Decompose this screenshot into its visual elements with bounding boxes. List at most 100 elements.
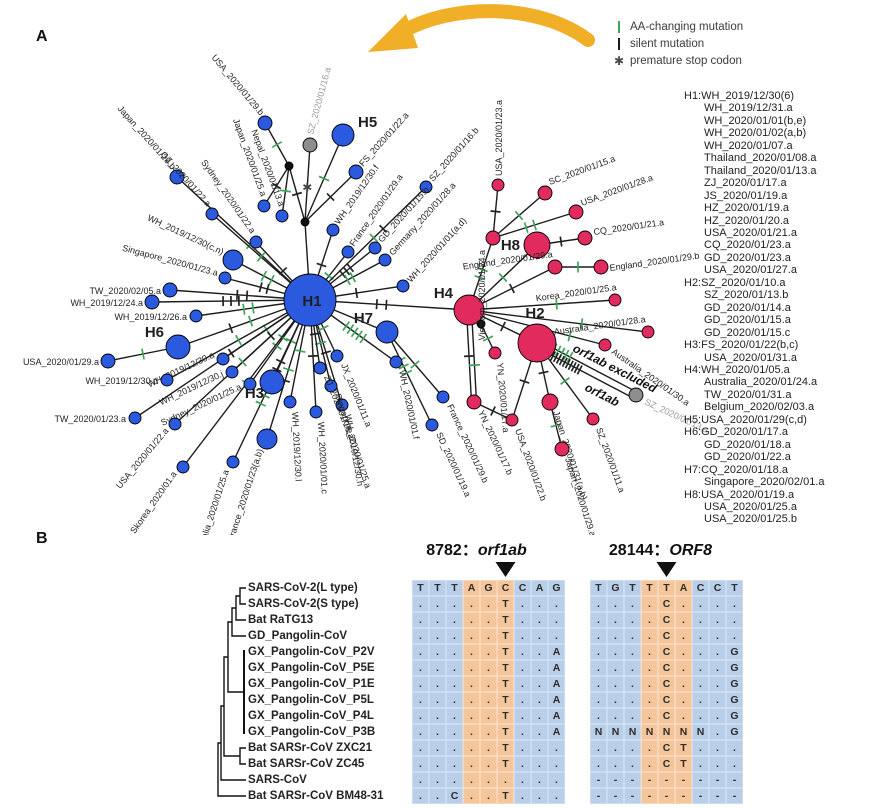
alignment-cell: T [497,660,514,676]
aa-mutation-tick [555,298,558,310]
alignment-cell: G [726,708,743,724]
alignment-cell: . [412,788,429,804]
premature-stop-star-icon: ✱ [302,180,312,194]
alignment-cell: A [548,660,565,676]
silent-mutation-tick [271,182,282,190]
alignment-cell: . [548,772,565,788]
alignment-cell: . [590,596,607,612]
block-title-orf8: 28144：ORF8 [584,536,737,560]
alignment-cell: . [446,772,463,788]
haplotype-list-line: WH_2019/12/31.a [704,102,793,115]
alignment-cell: . [412,596,429,612]
alignment-cell: A [548,708,565,724]
alignment-cell: . [607,708,624,724]
alignment-cell: . [709,660,726,676]
hub-label: H5 [358,114,377,131]
alignment-cell: . [607,740,624,756]
silent-mutation-tick [564,358,571,369]
legend: AA-changing mutation silent mutation ✱ p… [612,18,743,69]
alignment-cell: C [658,660,675,676]
haplotype-list-line: HZ_2020/01/19.a [704,202,790,215]
alignment-cell: . [590,628,607,644]
alignment-cell: . [463,788,480,804]
network-node [547,259,563,275]
alignment-cell: . [624,692,641,708]
alignment-cell: . [607,660,624,676]
alignment-cell: . [641,692,658,708]
network-node [176,460,190,474]
taxon-label: GX_Pangolin-CoV_P2V [248,646,375,658]
aa-mutation-tick [256,252,266,262]
hub-label: H6 [145,324,164,341]
alignment-cell: . [429,772,446,788]
alignment-cell: C [709,580,726,596]
alignment-cell: . [463,596,480,612]
hub-node-H4 [453,294,485,326]
alignment-cell: T [726,580,743,596]
alignment-cell: . [641,676,658,692]
alignment-cell: - [709,772,726,788]
alignment-cell: . [514,660,531,676]
aa-mutation-tick [238,357,247,367]
network-node [491,178,505,192]
network-node [313,361,327,375]
alignment-cell: T [497,628,514,644]
alignment-cell: . [429,644,446,660]
alignment-row: .....T..A [412,708,565,724]
network-node [425,418,439,432]
network-edge [468,309,649,333]
alignment-cell: . [548,788,565,804]
network-node [222,249,244,271]
alignment-cell: . [531,676,548,692]
alignment-cell: T [497,708,514,724]
alignment-cell: . [624,660,641,676]
taxon-label: GX_Pangolin-CoV_P3B [248,726,376,738]
silent-mutation-tick [500,321,506,332]
alignment-cell: - [692,772,709,788]
alignment-row: --------- [590,772,743,788]
alignment-cell: T [624,580,641,596]
haplotype-list-line: SZ_2020/01/13.b [704,289,789,302]
aa-mutation-tick [355,330,363,341]
alignment-cell: . [675,692,692,708]
alignment-cell: . [429,740,446,756]
silent-mutation-tick [567,360,574,371]
block-title-orf1ab: 8782：orf1ab [400,536,553,560]
aa-mutation-tick [260,270,268,282]
alignment-cell: . [480,708,497,724]
alignment-cell: . [446,596,463,612]
alignment-cell: T [497,724,514,740]
alignment-cell: A [548,644,565,660]
aa-mutation-tick [141,348,145,360]
alignment-cell: . [446,612,463,628]
silent-mutation-tick [227,348,235,358]
node-label: SZ_2020/01/11.a [594,426,627,494]
node-label: USA_2020/01/29.b [210,53,267,118]
alignment-cell: . [531,724,548,740]
alignment-cell: . [548,756,565,772]
aa-mutation-tick [272,342,282,351]
alignment-cell: . [480,756,497,772]
alignment-cell: . [590,740,607,756]
aa-mutation-tick [580,318,584,330]
alignment-cell: . [514,756,531,772]
alignment-cell: . [446,676,463,692]
alignment-cell: . [463,772,480,788]
alignment-cell: . [641,660,658,676]
alignment-cell: . [675,628,692,644]
alignment-cell: . [514,708,531,724]
haplotype-list-line: H2:SZ_2020/01/10.a [684,276,786,289]
alignment-cell: . [531,612,548,628]
alignment-cell: . [548,612,565,628]
alignment-cell: G [480,580,497,596]
alignment-cell: G [726,692,743,708]
taxon-label: GX_Pangolin-CoV_P5L [248,694,374,706]
silent-mutation-tick [307,354,319,358]
haplotype-list-line: GD_2020/01/22.a [704,451,791,464]
alignment-cell: C [658,708,675,724]
alignment-cell: G [726,644,743,660]
alignment-cell: - [641,772,658,788]
alignment-cell: . [480,740,497,756]
